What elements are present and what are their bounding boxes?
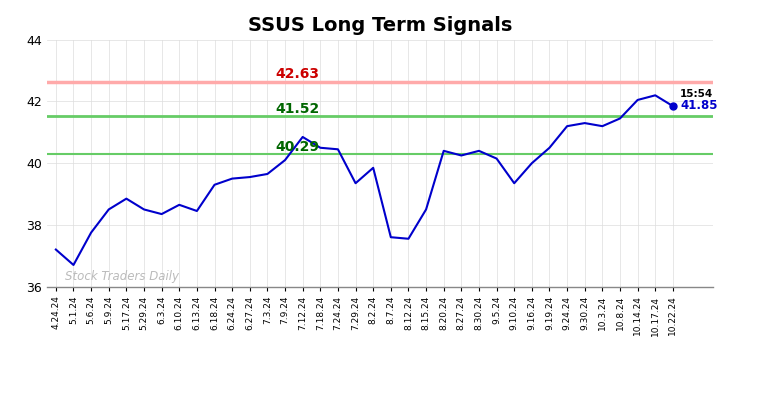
Text: 15:54: 15:54 [680,90,713,100]
Text: 41.52: 41.52 [275,101,319,115]
Text: 40.29: 40.29 [275,140,319,154]
Text: 42.63: 42.63 [275,67,319,81]
Point [666,103,679,109]
Text: 41.85: 41.85 [680,99,717,111]
Title: SSUS Long Term Signals: SSUS Long Term Signals [248,16,513,35]
Text: Stock Traders Daily: Stock Traders Daily [64,270,179,283]
